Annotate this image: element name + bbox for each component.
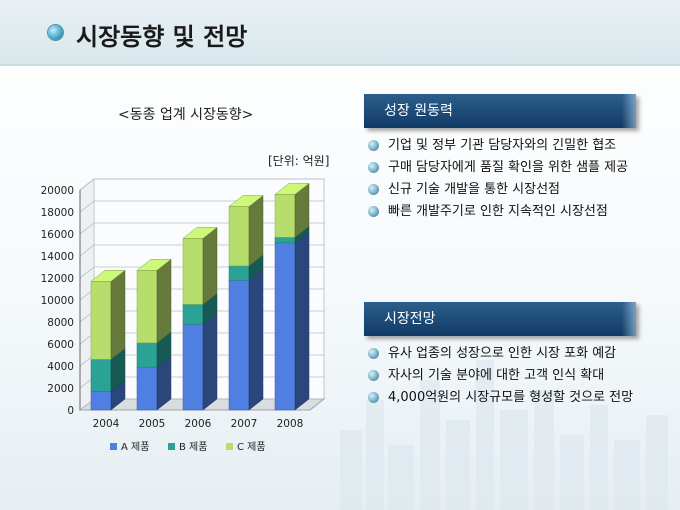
y-tick-label: 20000 xyxy=(41,185,74,197)
bar-top xyxy=(136,259,172,271)
list-item: 구매 담당자에게 품질 확인을 위한 샘플 제공 xyxy=(366,159,636,176)
page-title: 시장동향 및 전망 xyxy=(76,23,248,51)
bar-segment-side xyxy=(156,258,172,344)
bullet-icon xyxy=(368,184,379,195)
x-tick-label: 2008 xyxy=(277,418,304,430)
y-tick-label: 12000 xyxy=(41,273,74,285)
bar-segment-front xyxy=(228,279,250,411)
bullet-icon xyxy=(368,206,379,217)
bullet-icon xyxy=(368,370,379,381)
bar-segment-front xyxy=(90,281,112,360)
y-tick-label: 0 xyxy=(67,405,74,417)
drivers-section-title: 성장 원동력 xyxy=(384,103,453,119)
outlook-section-title: 시장전망 xyxy=(384,311,436,327)
list-item: 기업 및 정부 기관 담당자와의 긴밀한 협조 xyxy=(366,137,636,154)
list-item: 신규 기술 개발을 통한 시장선점 xyxy=(366,181,636,198)
legend-label: B 제품 xyxy=(179,441,207,453)
bar-segment-side xyxy=(110,269,126,360)
y-tick-label: 16000 xyxy=(41,229,74,241)
bullet-icon xyxy=(368,348,379,359)
list-item: 자사의 기술 분야에 대한 고객 인식 확대 xyxy=(366,367,636,384)
bar-top xyxy=(274,183,310,195)
chart-title: <동종 업계 시장동향> xyxy=(118,107,254,123)
bar-segment-front xyxy=(90,359,112,392)
outlook-section-header: 시장전망 xyxy=(364,302,636,336)
x-tick-label: 2007 xyxy=(231,418,258,430)
bar-segment-front xyxy=(90,391,112,411)
bar-segment-front xyxy=(182,323,204,411)
stacked-bar-chart: 0 2000 4000 6000 8000 10000 12000 14000 16000 180… xyxy=(41,177,326,453)
bar-segment-side xyxy=(248,194,264,267)
legend-swatch xyxy=(110,443,117,450)
y-tick-label: 6000 xyxy=(47,339,74,351)
x-tick-label: 2004 xyxy=(93,418,120,430)
y-tick-label: 8000 xyxy=(47,317,74,329)
legend-swatch xyxy=(226,443,233,450)
x-tick-label: 2006 xyxy=(185,418,212,430)
bar-segment-front xyxy=(136,342,158,368)
bullet-icon xyxy=(368,140,379,151)
city-skyline-background xyxy=(340,360,668,510)
list-item: 빠른 개발주기로 인한 지속적인 시장선점 xyxy=(366,203,636,220)
x-tick-label: 2005 xyxy=(139,418,166,430)
legend-swatch xyxy=(168,443,175,450)
bar-top xyxy=(228,195,264,207)
bar-segment-side xyxy=(248,268,264,411)
list-item: 4,000억원의 시장규모를 형성할 것으로 전망 xyxy=(366,389,636,406)
y-tick-label: 14000 xyxy=(41,251,74,263)
bar-segment-front xyxy=(182,304,204,325)
bar-segment-front xyxy=(274,242,296,411)
outlook-list: 유사 업종의 성장으로 인한 시장 포화 예감 자사의 기술 분야에 대한 고객… xyxy=(366,345,636,411)
title-divider xyxy=(0,64,680,66)
y-tick-label: 2000 xyxy=(47,383,74,395)
y-tick-label: 4000 xyxy=(47,361,74,373)
bar-segment-front xyxy=(136,270,158,344)
bullet-icon xyxy=(368,162,379,173)
bar-segment-front xyxy=(136,366,158,411)
bar-segment-front xyxy=(274,237,296,244)
bar-top xyxy=(90,270,126,282)
bar-top xyxy=(182,227,218,239)
drivers-list: 기업 및 정부 기관 담당자와의 긴밀한 협조 구매 담당자에게 품질 확인을 … xyxy=(366,137,636,225)
drivers-section-header: 성장 원동력 xyxy=(364,94,636,128)
gridline xyxy=(79,178,324,191)
bar-segment-side xyxy=(202,312,218,411)
title-bullet-icon xyxy=(48,25,63,40)
y-tick-label: 10000 xyxy=(41,295,74,307)
bar-segment-front xyxy=(182,238,204,305)
bar-segment-front xyxy=(274,194,296,238)
chart-unit-label: [단위: 억원] xyxy=(268,154,330,168)
legend-label: A 제품 xyxy=(121,441,149,453)
bar-segment-front xyxy=(228,206,250,267)
title-bar: 시장동향 및 전망 xyxy=(0,0,680,64)
list-item: 유사 업종의 성장으로 인한 시장 포화 예감 xyxy=(366,345,636,362)
bar-segment-side xyxy=(202,226,218,305)
y-tick-label: 18000 xyxy=(41,207,74,219)
bullet-icon xyxy=(368,392,379,403)
bar-segment-front xyxy=(228,265,250,281)
bar-segment-side xyxy=(294,231,310,411)
legend-label: C 제품 xyxy=(237,441,266,453)
